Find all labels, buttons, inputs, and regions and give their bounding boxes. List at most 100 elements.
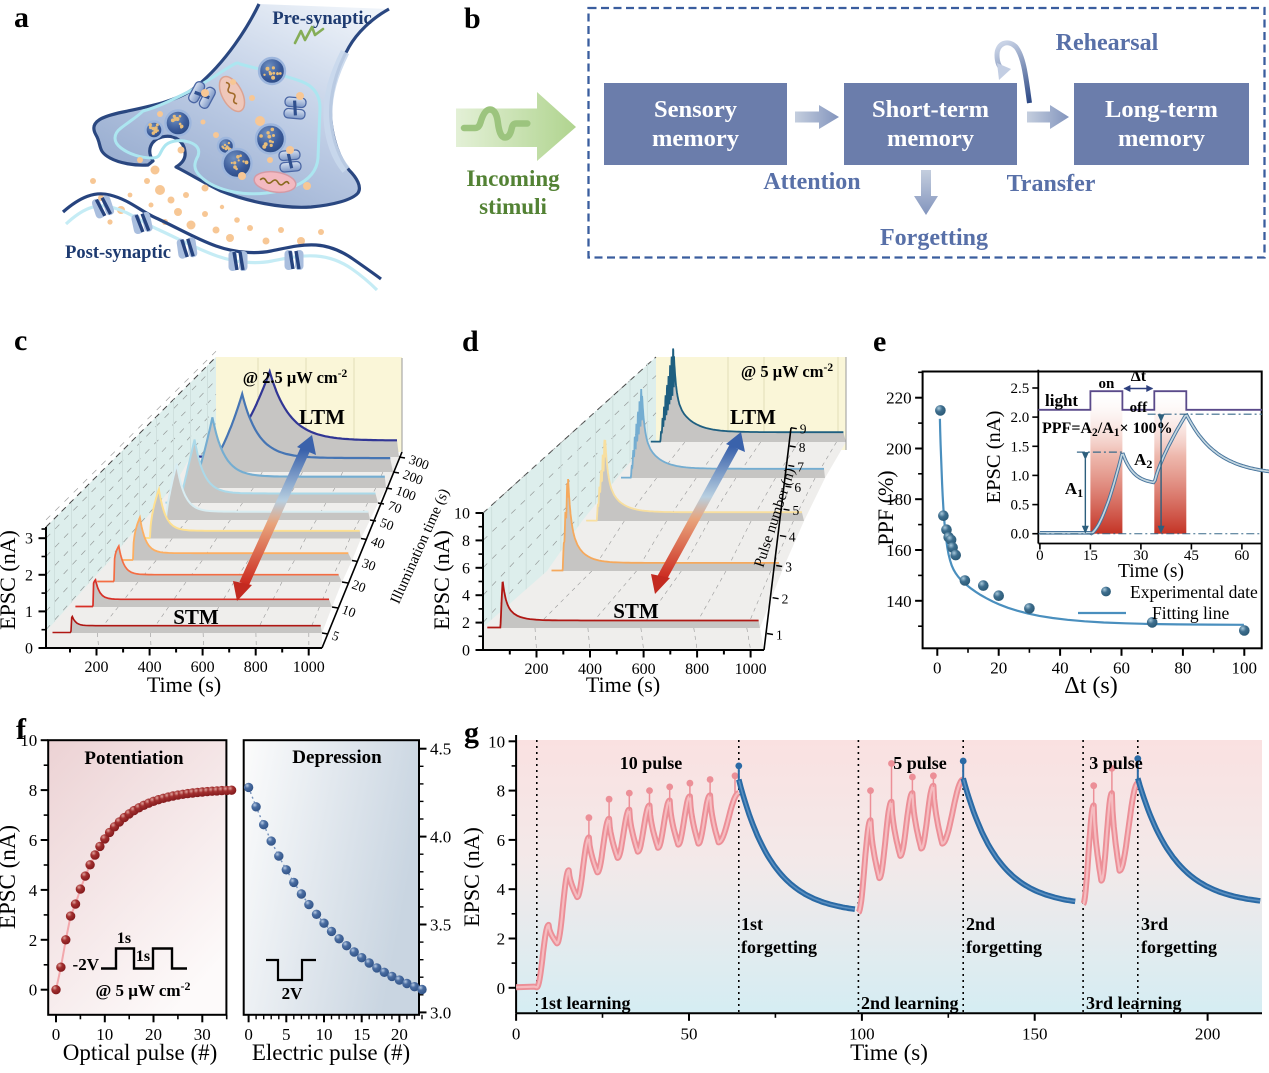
svg-text:2nd: 2nd [966,914,995,934]
svg-text:60: 60 [1234,548,1249,564]
svg-text:forgetting: forgetting [741,937,817,957]
svg-text:0: 0 [497,979,506,998]
svg-text:Experimental date: Experimental date [1130,582,1258,602]
svg-text:memory: memory [1118,125,1206,152]
svg-text:1: 1 [25,604,33,621]
svg-text:b: b [464,2,481,35]
svg-text:forgetting: forgetting [966,937,1042,957]
svg-text:c: c [14,324,27,357]
svg-text:20: 20 [350,577,368,596]
svg-text:5: 5 [793,503,800,518]
svg-text:Time (s): Time (s) [147,672,221,697]
svg-text:20: 20 [990,658,1007,677]
svg-text:0.0: 0.0 [1011,527,1030,543]
svg-text:Long-term: Long-term [1105,96,1218,123]
svg-text:40: 40 [369,533,387,552]
svg-text:10: 10 [488,732,505,751]
svg-text:3.5: 3.5 [430,916,451,935]
svg-text:2: 2 [782,592,789,607]
svg-text:8: 8 [462,533,470,550]
svg-text:Δt (s): Δt (s) [1064,673,1117,699]
svg-text:1000: 1000 [293,659,325,676]
svg-text:0: 0 [462,643,470,660]
svg-text:5 pulse: 5 pulse [893,753,947,773]
svg-text:1s: 1s [136,948,150,965]
svg-text:2.0: 2.0 [1011,410,1030,426]
svg-text:1: 1 [776,628,783,643]
svg-text:10: 10 [340,602,358,621]
svg-text:Pre-synaptic: Pre-synaptic [272,9,371,29]
svg-text:EPSC (nA): EPSC (nA) [983,411,1005,504]
svg-text:LTM: LTM [730,405,776,429]
svg-text:0: 0 [933,658,942,677]
svg-text:200: 200 [1195,1024,1221,1043]
svg-text:1.5: 1.5 [1011,439,1030,455]
svg-text:4.0: 4.0 [430,828,451,847]
svg-text:0: 0 [1036,548,1044,564]
svg-text:0: 0 [29,981,38,1000]
svg-text:Fitting line: Fitting line [1152,603,1230,623]
svg-text:e: e [873,325,886,358]
svg-text:PPF (%): PPF (%) [873,470,898,545]
svg-text:6: 6 [497,831,506,850]
svg-text:Rehearsal: Rehearsal [1056,30,1159,56]
svg-text:30: 30 [360,555,378,574]
svg-text:8: 8 [29,781,38,800]
svg-text:1st: 1st [741,914,763,934]
svg-text:EPSC (nA): EPSC (nA) [0,825,20,929]
svg-text:3rd: 3rd [1141,914,1168,934]
svg-text:Time (s): Time (s) [1118,561,1184,582]
svg-text:200: 200 [886,440,912,459]
svg-text:200: 200 [85,659,109,676]
svg-text:150: 150 [1022,1024,1048,1043]
svg-text:0: 0 [25,641,33,658]
svg-text:10: 10 [454,506,470,523]
svg-text:d: d [462,325,479,358]
svg-text:5: 5 [330,628,342,644]
svg-text:off: off [1130,400,1148,416]
svg-text:Transfer: Transfer [1007,171,1096,197]
svg-text:70: 70 [386,498,404,517]
svg-text:PPF=A2/A1× 100%: PPF=A2/A1× 100% [1042,420,1173,439]
svg-text:EPSC (nA): EPSC (nA) [0,530,20,630]
svg-text:50: 50 [378,515,396,534]
svg-text:800: 800 [685,661,709,678]
svg-text:220: 220 [886,389,912,408]
svg-text:1s: 1s [117,930,131,947]
svg-text:1000: 1000 [735,661,767,678]
svg-text:4: 4 [462,588,470,605]
svg-text:forgetting: forgetting [1141,937,1217,957]
svg-text:800: 800 [244,659,268,676]
svg-text:Time (s): Time (s) [850,1040,928,1065]
svg-text:on: on [1098,376,1115,392]
svg-text:15: 15 [1083,548,1098,564]
svg-text:Electric pulse (#): Electric pulse (#) [252,1040,410,1065]
svg-text:2: 2 [29,931,38,950]
svg-text:80: 80 [1174,658,1191,677]
svg-text:Sensory: Sensory [654,96,738,123]
svg-text:Depression: Depression [292,747,382,768]
svg-text:45: 45 [1184,548,1199,564]
svg-text:10 pulse: 10 pulse [620,753,683,773]
svg-text:@ 5 μW cm-2: @ 5 μW cm-2 [741,362,833,381]
svg-text:3 pulse: 3 pulse [1089,753,1143,773]
svg-text:6: 6 [794,480,801,495]
svg-text:Incoming: Incoming [466,166,560,191]
svg-text:1.0: 1.0 [1011,468,1030,484]
svg-text:3: 3 [785,560,792,575]
svg-text:@ 2.5 μW cm-2: @ 2.5 μW cm-2 [243,368,348,387]
svg-text:2: 2 [462,615,470,632]
svg-text:50: 50 [681,1024,698,1043]
svg-text:3.0: 3.0 [430,1003,451,1022]
svg-text:8: 8 [799,440,806,455]
svg-text:0: 0 [52,1025,61,1044]
svg-text:4.5: 4.5 [430,740,451,759]
svg-text:Attention: Attention [763,169,860,195]
svg-text:10: 10 [20,731,37,750]
svg-text:light: light [1045,391,1078,410]
svg-text:100: 100 [1232,658,1258,677]
svg-text:a: a [14,1,29,34]
svg-text:-2V: -2V [73,955,100,974]
svg-text:memory: memory [652,125,740,152]
svg-text:8: 8 [497,782,506,801]
